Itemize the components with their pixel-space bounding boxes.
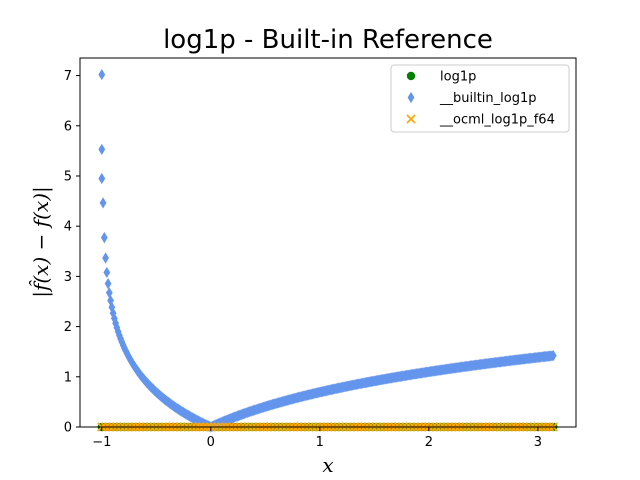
builtin-log1p-point (100, 232, 108, 244)
builtin-log1p-point (105, 287, 113, 299)
y-tick-label: 4 (64, 220, 72, 235)
x-tick-label: −1 (92, 435, 111, 450)
legend-item: __ocml_log1p_f64 (406, 113, 555, 128)
builtin-log1p-outlier-point (98, 68, 106, 81)
x-tick-label: 1 (316, 435, 324, 450)
x-tick-label: 2 (425, 435, 433, 450)
legend-circle-point (406, 71, 416, 81)
legend-label: log1p (440, 70, 476, 85)
builtin-log1p-point (99, 197, 107, 209)
builtin-log1p-point (114, 326, 122, 338)
x-axis: −1 0 1 2 3 (92, 427, 542, 450)
builtin-log1p-point (102, 252, 109, 264)
builtin-log1p-point (109, 307, 117, 319)
y-tick-label: 5 (64, 169, 72, 184)
legend-item: log1p (406, 70, 476, 85)
builtin-log1p-outlier-point (98, 143, 106, 155)
y-tick-label: 0 (64, 421, 72, 436)
y-axis-label: |f̂(x) − f(x)| (29, 186, 54, 298)
y-tick-label: 3 (64, 270, 72, 285)
builtin-log1p-point (104, 278, 112, 290)
legend: log1p __builtin_log1p __ocml_log1p_f64 (390, 64, 570, 133)
builtin-log1p-point (107, 294, 114, 307)
builtin-log1p-point (113, 321, 121, 334)
plot-marks (97, 68, 558, 433)
x-axis-label: x (322, 453, 333, 477)
builtin-log1p-point (549, 350, 557, 362)
series-builtinlog1p (98, 68, 557, 433)
chart-title: log1p - Built-in Reference (163, 25, 493, 55)
y-tick-label: 7 (64, 69, 72, 84)
y-tick-label: 1 (64, 370, 72, 385)
builtin-log1p-point (103, 266, 111, 279)
y-tick-label: 6 (64, 119, 72, 134)
x-tick-label: 3 (534, 435, 542, 450)
builtin-log1p-outlier-point (98, 172, 106, 185)
y-tick-label: 2 (64, 320, 72, 335)
plot-frame (79, 57, 577, 428)
legend-diamond-point (407, 91, 415, 104)
legend-item: __builtin_log1p (407, 91, 537, 106)
legend-label: __builtin_log1p (439, 91, 537, 106)
y-axis: 0 1 2 3 4 5 6 7 (64, 69, 80, 436)
legend-x-point (406, 114, 416, 124)
legend-box (390, 64, 570, 133)
legend-label: __ocml_log1p_f64 (439, 113, 555, 128)
x-tick-label: 0 (207, 435, 215, 450)
